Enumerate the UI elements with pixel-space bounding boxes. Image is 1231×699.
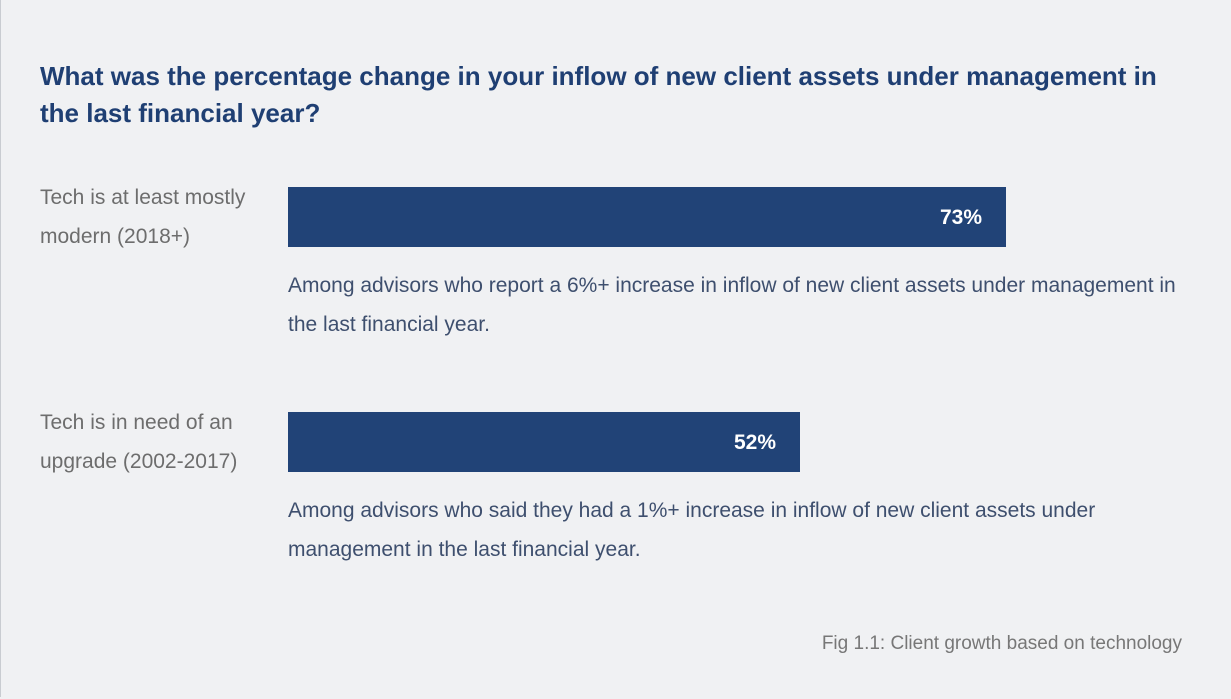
bar: 73% [288, 187, 1006, 247]
bar-value-label: 52% [733, 431, 776, 454]
bar-value-label: 73% [939, 206, 982, 229]
bar: 52% [288, 412, 800, 472]
bar-note: Among advisors who said they had a 1%+ i… [288, 499, 1096, 561]
chart-title: What was the percentage change in your i… [40, 61, 1157, 128]
category-label: Tech is in need of an upgrade (2002-2017… [40, 411, 238, 473]
category-label: Tech is at least mostly modern (2018+) [40, 186, 246, 248]
bar-track: 73% [288, 187, 1231, 247]
figure-caption: Fig 1.1: Client growth based on technolo… [821, 633, 1182, 654]
bar-track: 52% [288, 412, 1231, 472]
bar-note: Among advisors who report a 6%+ increase… [288, 274, 1176, 336]
